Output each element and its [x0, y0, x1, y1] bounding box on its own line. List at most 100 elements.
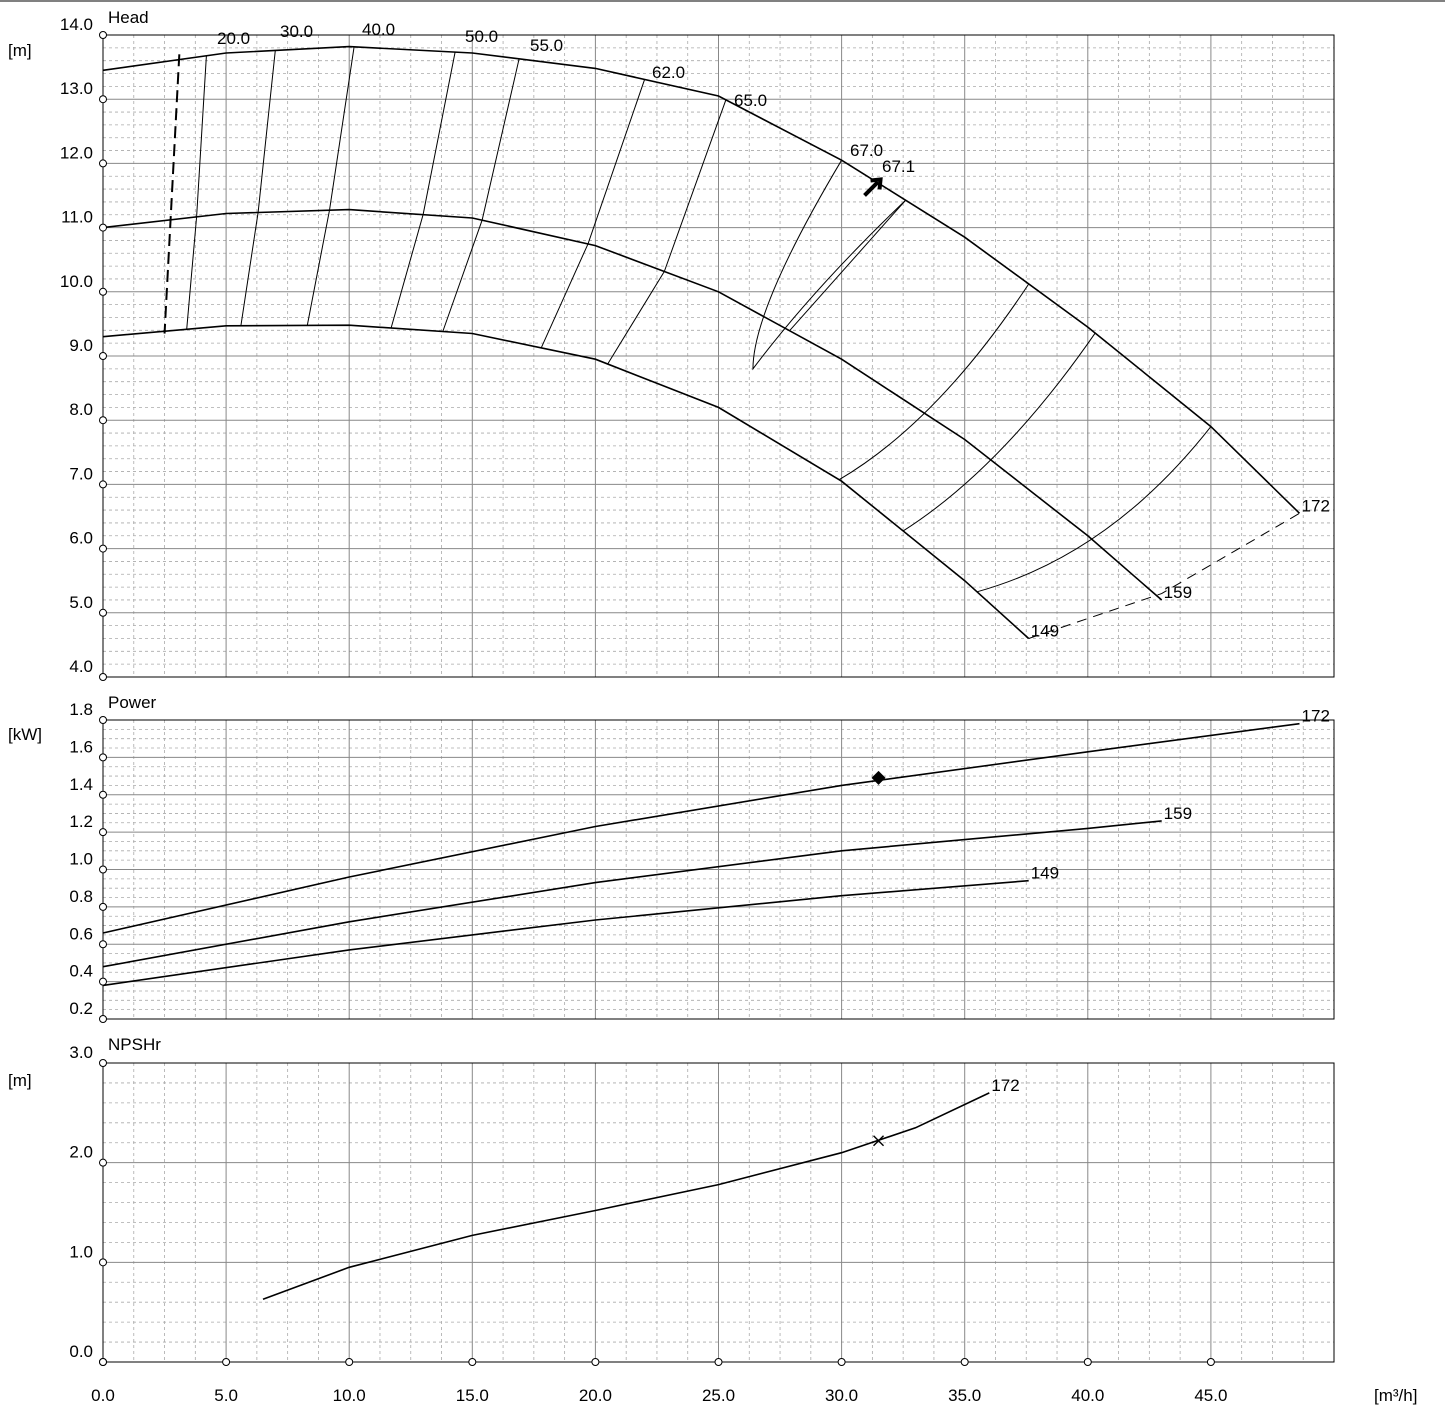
- x-tick-label: 10.0: [333, 1386, 366, 1405]
- x-tick-label: 0.0: [91, 1386, 115, 1405]
- head-curve-159: [102, 208, 1163, 601]
- efficiency-label: 20.0: [217, 29, 250, 48]
- efficiency-label: 62.0: [652, 63, 685, 82]
- npshr-y-tick-label: 2.0: [69, 1143, 93, 1162]
- head-y-tick-label: 14.0: [60, 15, 93, 34]
- power-y-tick-mark: [99, 828, 107, 837]
- power-y-tick-mark: [99, 940, 107, 949]
- x-tick-label: 30.0: [825, 1386, 858, 1405]
- x-axis-unit: [m³/h]: [1374, 1386, 1417, 1405]
- head-y-tick-label: 9.0: [69, 336, 93, 355]
- efficiency-label: 65.0: [734, 91, 767, 110]
- power-y-tick-mark: [99, 902, 107, 911]
- head-y-tick-mark: [99, 544, 107, 553]
- power-y-tick-mark: [99, 865, 107, 874]
- power-y-tick-label: 1.8: [69, 700, 93, 719]
- npshr-series-label-172: 172: [991, 1076, 1019, 1095]
- power-curve-172: [102, 722, 1300, 934]
- head-y-tick-label: 4.0: [69, 657, 93, 676]
- efficiency-iso-line: [186, 55, 207, 330]
- efficiency-iso-line: [306, 46, 355, 326]
- npshr-y-tick-mark: [99, 1258, 107, 1267]
- x-tick-mark: [1083, 1358, 1092, 1366]
- head-y-tick-mark: [99, 31, 107, 39]
- head-curve-149: [102, 324, 1030, 640]
- efficiency-iso-loop: [752, 159, 906, 371]
- power-y-tick-label: 1.4: [69, 775, 93, 794]
- x-tick-label: 40.0: [1071, 1386, 1104, 1405]
- marker-layer: [863, 177, 886, 1147]
- power-y-tick-mark: [99, 977, 107, 986]
- x-tick-label: 45.0: [1194, 1386, 1227, 1405]
- x-tick-label: 15.0: [456, 1386, 489, 1405]
- duty-point-arrow: [863, 177, 883, 197]
- head-y-tick-mark: [99, 480, 107, 489]
- x-tick-mark: [99, 1358, 107, 1366]
- efficiency-iso-line: [540, 79, 646, 349]
- label-layer: Head [m] Power [kW] NPSHr [m] [m³/h] 4.0…: [8, 8, 1417, 1405]
- head-y-unit: [m]: [8, 41, 32, 60]
- x-tick-label: 35.0: [948, 1386, 981, 1405]
- x-tick-label: 20.0: [579, 1386, 612, 1405]
- power-series-label-172: 172: [1302, 707, 1330, 726]
- power-series-label-159: 159: [1164, 804, 1192, 823]
- head-y-tick-label: 6.0: [69, 529, 93, 548]
- efficiency-label: 50.0: [465, 27, 498, 46]
- head-y-tick-label: 5.0: [69, 593, 93, 612]
- head-y-tick-label: 10.0: [60, 272, 93, 291]
- head-y-tick-mark: [99, 352, 107, 360]
- efficiency-iso-lines: [163, 46, 1300, 639]
- grid-layer: [102, 34, 1335, 1363]
- power-y-tick-label: 0.8: [69, 887, 93, 906]
- power-curve-159: [102, 820, 1162, 968]
- efficiency-iso-line: [976, 426, 1212, 593]
- power-y-tick-mark: [99, 790, 107, 799]
- head-curve-172: [102, 45, 1301, 514]
- power-y-tick-mark: [99, 716, 107, 724]
- power-y-tick-label: 0.6: [69, 924, 93, 943]
- head-y-tick-mark: [99, 608, 107, 617]
- head-series-label-159: 159: [1164, 583, 1192, 602]
- x-tick-mark: [1206, 1358, 1215, 1366]
- x-tick-mark: [714, 1358, 723, 1366]
- x-tick-mark: [345, 1358, 354, 1366]
- efficiency-iso-line: [607, 99, 727, 365]
- power-y-tick-mark: [99, 753, 107, 762]
- efficiency-iso-line: [838, 283, 1030, 481]
- head-series-label-149: 149: [1031, 621, 1059, 640]
- head-y-tick-mark: [99, 673, 107, 681]
- power-curve-149: [102, 879, 1029, 987]
- minimum-flow-dashed-line: [163, 54, 181, 334]
- power-y-tick-label: 1.0: [69, 850, 93, 869]
- x-tick-mark: [960, 1358, 969, 1366]
- x-tick-mark: [837, 1358, 846, 1366]
- power-y-tick-label: 1.6: [69, 737, 93, 756]
- x-tick-mark: [468, 1358, 477, 1366]
- npshr-y-tick-label: 3.0: [69, 1043, 93, 1062]
- power-series-label-149: 149: [1031, 864, 1059, 883]
- power-y-unit: [kW]: [8, 725, 42, 744]
- npshr-y-tick-mark: [99, 1059, 107, 1067]
- power-panel-title: Power: [108, 693, 157, 712]
- npshr-duty-point-marker: [873, 1135, 885, 1147]
- head-y-tick-mark: [99, 95, 107, 104]
- head-y-tick-label: 8.0: [69, 400, 93, 419]
- x-tick-mark: [591, 1358, 600, 1366]
- npshr-y-tick-label: 0.0: [69, 1342, 93, 1361]
- npshr-y-tick-label: 1.0: [69, 1242, 93, 1261]
- x-tick-label: 5.0: [214, 1386, 238, 1405]
- power-y-tick-label: 1.2: [69, 812, 93, 831]
- head-series-label-172: 172: [1302, 496, 1330, 515]
- efficiency-iso-line: [789, 199, 906, 331]
- efficiency-label: 40.0: [362, 20, 395, 39]
- head-y-tick-label: 7.0: [69, 464, 93, 483]
- efficiency-iso-line: [240, 50, 276, 326]
- npshr-y-tick-mark: [99, 1158, 107, 1167]
- head-y-tick-mark: [99, 287, 107, 296]
- efficiency-label: 67.0: [850, 141, 883, 160]
- head-y-tick-mark: [99, 159, 107, 168]
- curve-end-dashed-line: [1028, 512, 1300, 639]
- power-y-tick-mark: [99, 1015, 107, 1023]
- curve-layer: [102, 45, 1301, 1300]
